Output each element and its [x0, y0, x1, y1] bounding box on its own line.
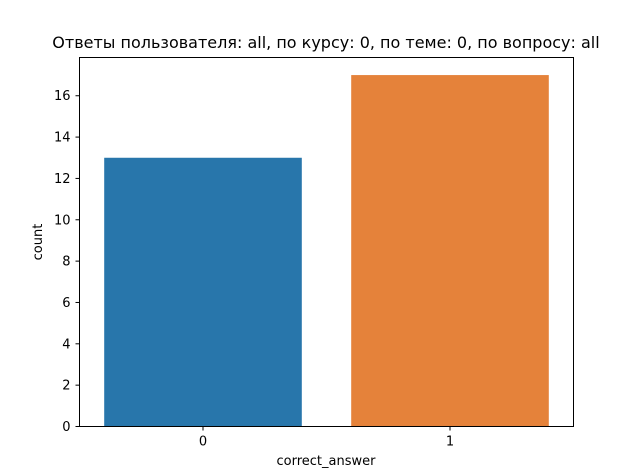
- y-tick-label: 0: [62, 420, 70, 435]
- y-tick-label: 8: [62, 255, 70, 270]
- y-tick-label: 14: [54, 131, 71, 146]
- y-axis-label: count: [31, 224, 46, 261]
- y-tick-label: 10: [54, 213, 71, 228]
- bar-0: [104, 157, 302, 427]
- x-tick-label: 1: [446, 435, 454, 450]
- y-tick-label: 4: [62, 337, 70, 352]
- y-axis: 0 2 4 6 8 10 12 14 16: [54, 89, 80, 435]
- x-axis-label: correct_answer: [277, 454, 377, 469]
- bars-layer: [104, 75, 549, 427]
- plot-area-frame: [79, 57, 574, 427]
- x-tick-label: 0: [199, 435, 207, 450]
- y-tick-label: 16: [54, 89, 71, 104]
- bar-1: [351, 75, 549, 427]
- y-tick-label: 2: [62, 379, 70, 394]
- y-tick-label: 6: [62, 296, 70, 311]
- chart-title: Ответы пользователя: all, по курсу: 0, п…: [52, 33, 599, 52]
- y-tick-label: 12: [54, 172, 71, 187]
